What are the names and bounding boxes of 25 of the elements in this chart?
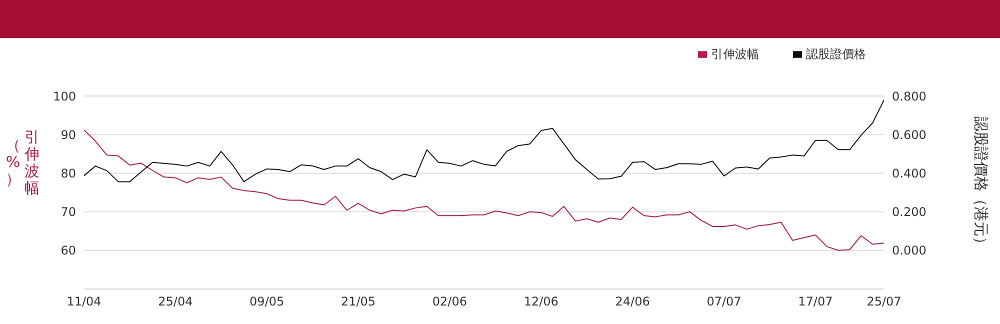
y2-tick-label: 0.600: [892, 128, 926, 142]
legend-label: 認股證價格: [806, 47, 866, 61]
y-tick-label: 60: [60, 244, 76, 258]
x-tick-label: 25/07: [866, 294, 902, 309]
legend-label: 引伸波幅: [711, 47, 759, 61]
y-tick-label: 70: [60, 205, 76, 220]
line-series: [84, 100, 884, 182]
x-tick-label: 25/04: [158, 294, 193, 309]
x-tick-label: 11/04: [66, 294, 102, 309]
y-tick-label: 80: [60, 166, 76, 180]
x-tick-label: 12/06: [524, 294, 558, 309]
x-tick-label: 07/07: [706, 294, 742, 309]
y-tick-label: 100: [53, 89, 76, 104]
x-tick-label: 09/05: [250, 294, 284, 309]
y2-tick-label: 0.800: [892, 89, 926, 104]
y2-tick-label: 0.200: [892, 205, 926, 220]
y2-axis-title: 認股證價格（港元）: [972, 116, 990, 252]
y2-tick-label: 0.000: [892, 244, 926, 258]
x-tick-label: 21/05: [340, 294, 376, 309]
y-tick-label: 90: [60, 128, 76, 142]
x-tick-label: 24/06: [615, 294, 650, 309]
x-tick-label: 17/07: [798, 294, 833, 309]
line-series: [84, 129, 884, 251]
y2-tick-label: 0.400: [892, 166, 926, 180]
x-tick-label: 02/06: [432, 294, 468, 309]
